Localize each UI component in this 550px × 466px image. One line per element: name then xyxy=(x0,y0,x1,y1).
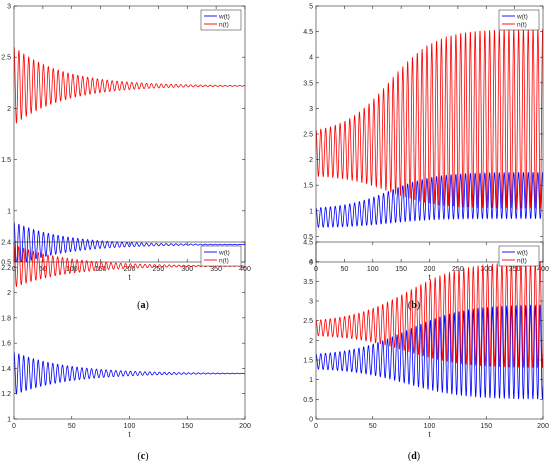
x-tick-label: 50 xyxy=(39,266,47,273)
x-tick-label: 150 xyxy=(181,423,193,430)
y-tick-label: 3 xyxy=(309,299,313,306)
series-line-d-n xyxy=(316,260,543,368)
x-axis-label: t xyxy=(428,273,431,282)
x-tick-label: 100 xyxy=(367,266,379,273)
y-tick-label: 2 xyxy=(309,157,313,164)
y-tick-label: 2 xyxy=(7,106,11,113)
legend-box xyxy=(498,245,540,267)
caption-c: (c) xyxy=(137,451,149,462)
series-line-c-w xyxy=(14,351,245,395)
y-tick-label: 3.5 xyxy=(303,80,313,87)
axes-box xyxy=(315,5,544,263)
y-tick-label: 0.5 xyxy=(303,397,313,404)
legend-label-n: n(t) xyxy=(517,257,527,264)
x-axis-label: t xyxy=(428,430,431,439)
y-tick-label: 1.2 xyxy=(1,391,11,398)
y-tick-label: 1.4 xyxy=(1,366,11,373)
x-axis-label: t xyxy=(128,430,131,439)
y-tick-label: 1.5 xyxy=(303,358,313,365)
x-tick-label: 250 xyxy=(153,266,165,273)
x-tick-label: 200 xyxy=(239,423,251,430)
y-tick-label: 0 xyxy=(309,417,313,424)
legend: w(t)n(t) xyxy=(200,9,242,31)
y-tick-label: 4.5 xyxy=(303,29,313,36)
x-tick-label: 50 xyxy=(68,423,76,430)
x-tick-label: 100 xyxy=(124,423,136,430)
y-tick-label: 2.5 xyxy=(1,55,11,62)
x-tick-label: 150 xyxy=(395,266,407,273)
y-tick-label: 2.5 xyxy=(303,132,313,139)
x-tick-label: 200 xyxy=(537,423,549,430)
legend-box xyxy=(200,9,242,31)
chart-b: 0 50 100 150 200 250 300 350 400t00.511.522.533.… xyxy=(303,4,549,283)
axes-box xyxy=(13,5,246,263)
y-tick-label: 2 xyxy=(309,338,313,345)
x-tick-label: 50 xyxy=(340,266,348,273)
legend-label-n: n(t) xyxy=(219,257,229,264)
y-tick-label: 1.6 xyxy=(1,341,11,348)
x-tick-label: 300 xyxy=(181,266,193,273)
y-tick-label: 4 xyxy=(309,259,313,266)
y-tick-label: 1 xyxy=(7,208,11,215)
y-tick-label: 3 xyxy=(7,4,11,11)
legend: w(t)n(t) xyxy=(200,245,242,267)
y-tick-label: 4.5 xyxy=(303,240,313,247)
y-tick-label: 3 xyxy=(309,106,313,113)
caption-b: (b) xyxy=(407,300,421,311)
legend-label-n: n(t) xyxy=(219,21,229,28)
y-tick-label: 0.5 xyxy=(303,234,313,241)
series-line-d-w xyxy=(316,304,543,400)
x-tick-label: 150 xyxy=(95,266,107,273)
y-tick-label: 3.5 xyxy=(303,279,313,286)
y-tick-label: 1 xyxy=(7,417,11,424)
caption-a: (a) xyxy=(137,300,149,311)
x-tick-label: 50 xyxy=(369,423,377,430)
y-tick-label: 1 xyxy=(309,377,313,384)
legend: w(t)n(t) xyxy=(498,9,540,31)
legend-label-n: n(t) xyxy=(517,21,527,28)
chart-a: 0 50 100 150 200 250 300 350 400t0.511.522.53w(t… xyxy=(1,4,251,283)
y-tick-label: 2.5 xyxy=(303,318,313,325)
y-tick-label: 2.4 xyxy=(1,240,11,247)
y-tick-label: 0.5 xyxy=(1,260,11,267)
x-axis-label: t xyxy=(128,273,131,282)
caption-d: (d) xyxy=(407,451,421,462)
y-tick-label: 1.5 xyxy=(303,183,313,190)
legend-label-w: w(t) xyxy=(218,249,230,256)
series-line-a-n xyxy=(14,46,245,124)
legend: w(t)n(t) xyxy=(498,245,540,267)
y-tick-label: 1.5 xyxy=(1,157,11,164)
y-tick-label: 1 xyxy=(309,208,313,215)
legend-label-w: w(t) xyxy=(516,249,528,256)
x-tick-label: 350 xyxy=(210,266,222,273)
y-tick-label: 2.2 xyxy=(1,265,11,272)
x-tick-label: 0 xyxy=(314,423,318,430)
x-tick-label: 150 xyxy=(480,423,492,430)
legend-box xyxy=(498,9,540,31)
x-tick-label: 350 xyxy=(509,266,521,273)
y-tick-label: 0 xyxy=(309,260,313,267)
x-tick-label: 100 xyxy=(66,266,78,273)
x-tick-label: 200 xyxy=(124,266,136,273)
x-tick-label: 300 xyxy=(480,266,492,273)
y-tick-label: 5 xyxy=(309,4,313,11)
y-tick-label: 2 xyxy=(7,290,11,297)
legend-label-w: w(t) xyxy=(516,13,528,20)
x-tick-label: 0 xyxy=(12,423,16,430)
legend-box xyxy=(200,245,242,267)
x-tick-label: 100 xyxy=(424,423,436,430)
series-line-b-w xyxy=(316,171,543,228)
x-tick-label: 200 xyxy=(424,266,436,273)
series-line-a-w xyxy=(14,221,245,262)
series-line-b-n xyxy=(316,28,543,210)
y-tick-label: 1.8 xyxy=(1,315,11,322)
y-tick-label: 4 xyxy=(309,55,313,62)
chart-c: 0 50 100 150 200t11.21.41.61.822.22.4w(t)n(t… xyxy=(1,240,251,440)
x-tick-label: 250 xyxy=(452,266,464,273)
chart-d: 0 50 100 150 200t00.511.522.533.544.5w(t)n(t… xyxy=(303,240,549,440)
legend-label-w: w(t) xyxy=(218,13,230,20)
